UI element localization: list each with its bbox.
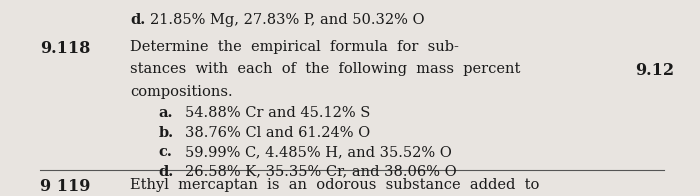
Text: 59.99% C, 4.485% H, and 35.52% O: 59.99% C, 4.485% H, and 35.52% O <box>185 145 452 159</box>
Text: c.: c. <box>158 145 172 159</box>
Text: 9.12: 9.12 <box>635 62 674 79</box>
Text: a.: a. <box>158 106 173 120</box>
Text: b.: b. <box>158 126 174 140</box>
Text: d.: d. <box>130 13 146 27</box>
Text: Ethyl  mercaptan  is  an  odorous  substance  added  to: Ethyl mercaptan is an odorous substance … <box>130 178 540 192</box>
Text: 54.88% Cr and 45.12% S: 54.88% Cr and 45.12% S <box>185 106 370 120</box>
Text: Determine  the  empirical  formula  for  sub-: Determine the empirical formula for sub- <box>130 40 459 54</box>
Text: 21.85% Mg, 27.83% P, and 50.32% O: 21.85% Mg, 27.83% P, and 50.32% O <box>150 13 424 27</box>
Text: 38.76% Cl and 61.24% O: 38.76% Cl and 61.24% O <box>185 126 370 140</box>
Text: compositions.: compositions. <box>130 85 233 99</box>
Text: 9.118: 9.118 <box>40 40 90 57</box>
Text: 26.58% K, 35.35% Cr, and 38.06% O: 26.58% K, 35.35% Cr, and 38.06% O <box>185 165 456 179</box>
Text: d.: d. <box>158 165 174 179</box>
Text: stances  with  each  of  the  following  mass  percent: stances with each of the following mass … <box>130 62 521 76</box>
Text: 9 119: 9 119 <box>40 178 90 195</box>
